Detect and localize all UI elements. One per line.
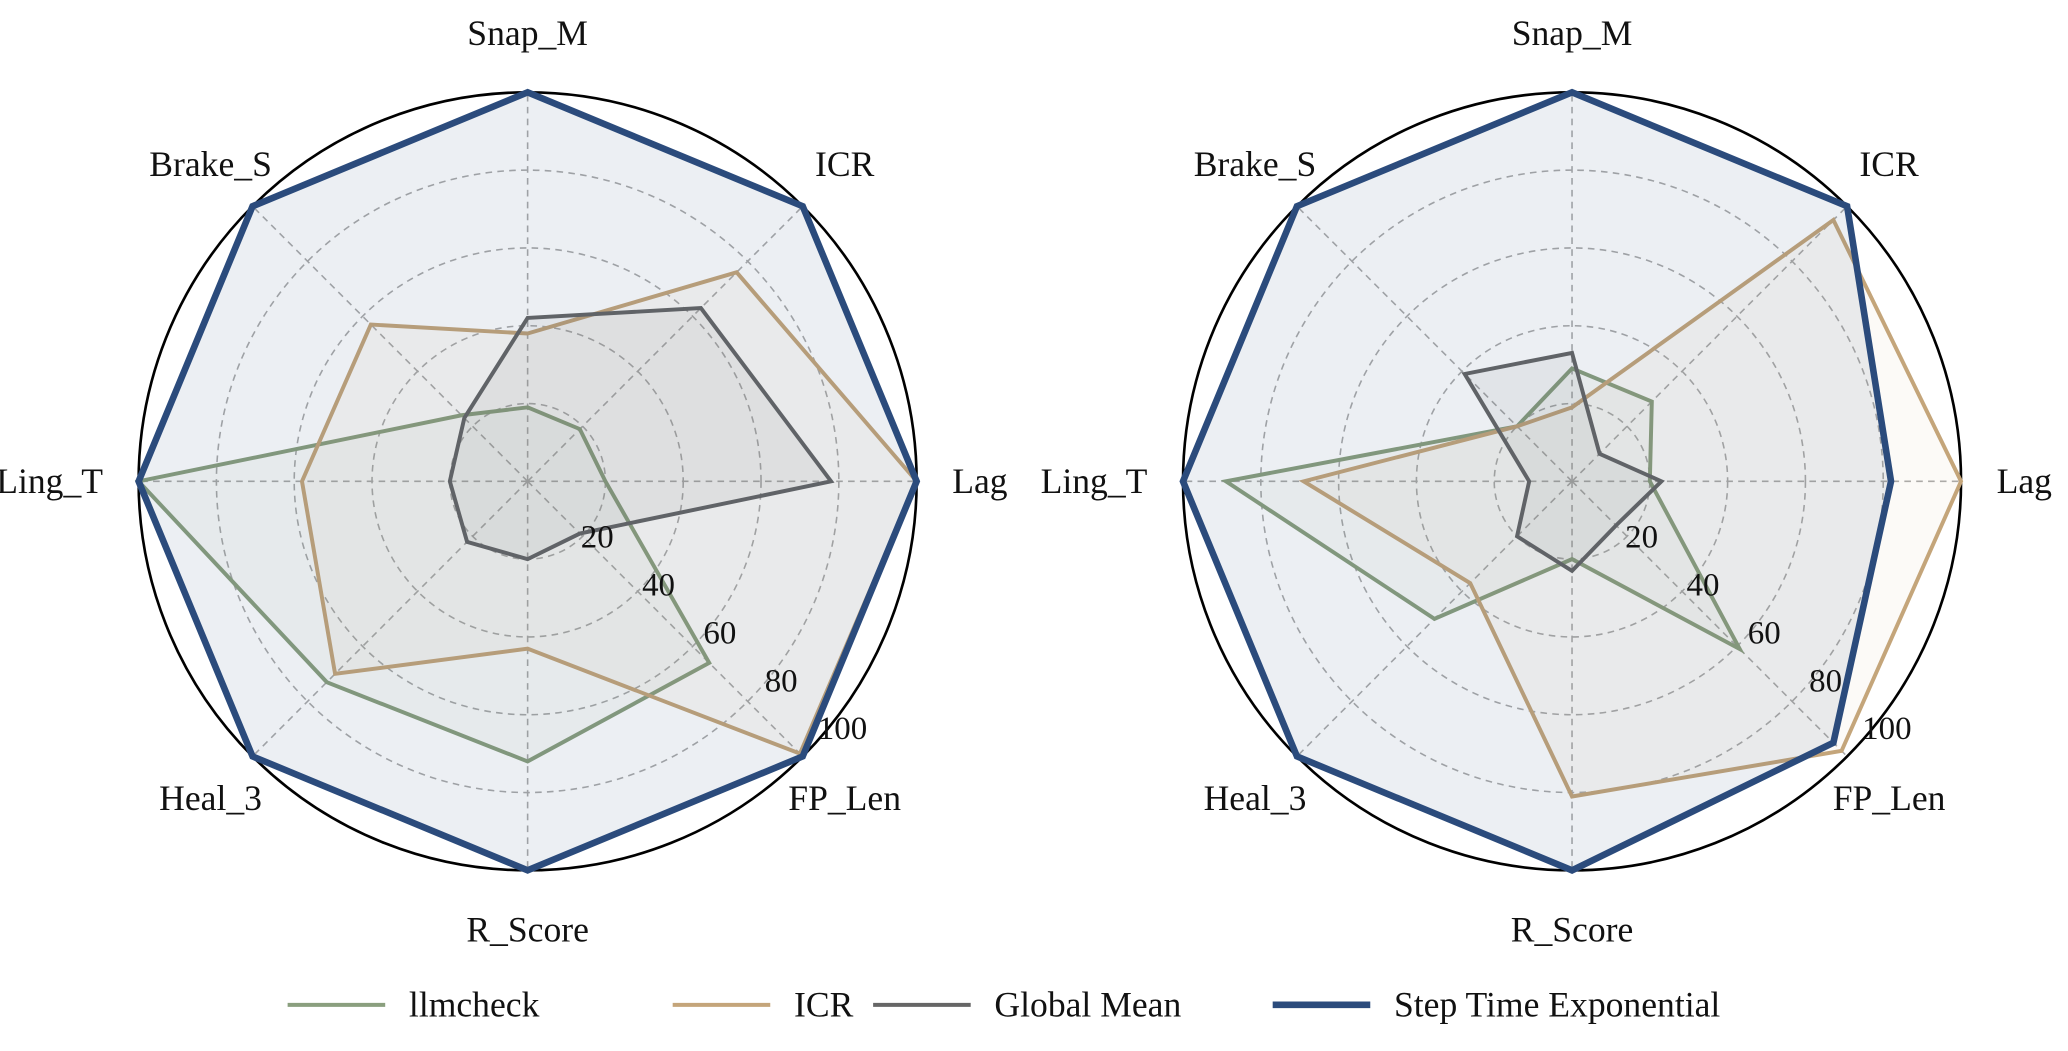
grid-ring (293, 247, 762, 716)
grid-spoke (527, 205, 804, 482)
grid-spoke (527, 480, 804, 757)
legend-label: Global Mean (994, 985, 1181, 1025)
legend: llmcheck ICR Global Mean Step Time Exponent… (287, 985, 1720, 1025)
series-line-global-mean (447, 306, 835, 562)
series-fill-step-time-exponential (138, 92, 917, 871)
series-line-step-time-exponential (1179, 88, 1895, 874)
grid-ring (1337, 247, 1807, 716)
grid-spoke (1571, 480, 1848, 757)
radial-tick-label: 80 (1809, 663, 1842, 699)
axis-label-heal_3: Heal_3 (159, 778, 262, 818)
axis-label-snap_m: Snap_M (1512, 13, 1633, 53)
grid-spoke (1571, 205, 1848, 482)
axis-label-r_score: R_Score (1511, 910, 1634, 950)
radial-tick-label: 80 (765, 663, 798, 699)
series-line-step-time-exponential (135, 88, 921, 874)
axis-label-fp_len: FP_Len (788, 778, 901, 818)
series-fill-llmcheck (138, 407, 710, 762)
grid-spoke (251, 205, 529, 482)
axis-label-ling_t: Ling_T (0, 461, 103, 501)
series-fill-global-mean (1464, 352, 1662, 571)
legend-item: llmcheck (287, 985, 540, 1025)
series-line-global-mean (1461, 350, 1665, 574)
axis-label-ling_t: Ling_T (1041, 461, 1148, 501)
radial-tick-label: 60 (703, 615, 736, 651)
radial-tick-label: 20 (1625, 520, 1658, 556)
radial-tick-label: 40 (1686, 567, 1719, 603)
radial-tick-label: 100 (818, 711, 867, 747)
axis-label-brake_s: Brake_S (1194, 144, 1317, 184)
legend-label: ICR (794, 985, 854, 1025)
radial-tick-label: 20 (581, 520, 614, 556)
axis-label-lag: Lag (952, 461, 1008, 501)
radial-tick-label: 100 (1862, 711, 1911, 747)
radar-chart-2: 20 40 60 80 100 Snap_M ICR Lag FP_Len R_Score Heal… (1041, 13, 2053, 950)
grid-spoke (1296, 205, 1573, 482)
legend-label: llmcheck (409, 985, 540, 1025)
axis-label-r_score: R_Score (466, 910, 589, 950)
series-line-icr (299, 270, 919, 757)
legend-item: Global Mean (873, 985, 1181, 1025)
axis-label-brake_s: Brake_S (149, 144, 272, 184)
axis-label-icr: ICR (815, 144, 875, 184)
axis-label-lag: Lag (1997, 461, 2053, 501)
legend-label: Step Time Exponential (1394, 985, 1720, 1025)
series-fill-step-time-exponential (1183, 92, 1892, 871)
radar-chart-1: 20 40 60 80 100 Snap_M ICR Lag FP_Len R_Score Heal… (0, 13, 1008, 950)
axis-label-snap_m: Snap_M (467, 13, 588, 53)
series-line-llmcheck (134, 405, 712, 764)
grid-spoke (251, 480, 529, 757)
axis-label-icr: ICR (1859, 144, 1919, 184)
radial-tick-label: 40 (642, 567, 675, 603)
axis-label-fp_len: FP_Len (1833, 778, 1946, 818)
series-fill-global-mean (449, 308, 832, 560)
axis-label-heal_3: Heal_3 (1204, 778, 1307, 818)
radial-tick-label: 60 (1748, 615, 1781, 651)
legend-item: ICR (672, 985, 854, 1025)
series-line-llmcheck (1220, 366, 1745, 654)
series-line-icr (1298, 216, 1964, 799)
legend-item: Step Time Exponential (1272, 985, 1720, 1025)
